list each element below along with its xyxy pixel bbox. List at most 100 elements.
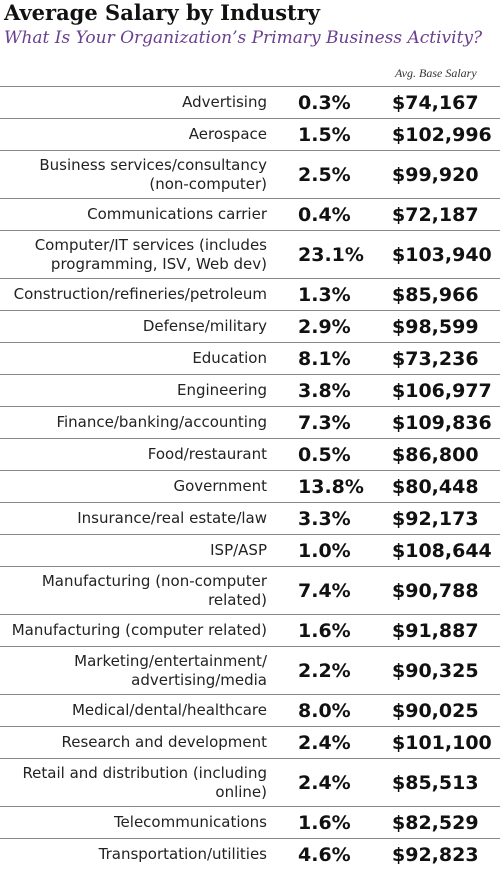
industry-line: Advertising bbox=[182, 93, 267, 111]
industry-line: Retail and distribution (including bbox=[22, 763, 267, 782]
table-row: Advertising 0.3% $74,167 bbox=[0, 86, 500, 118]
percent-cell: 0.4% bbox=[298, 203, 351, 226]
table-row: Communications carrier 0.4% $72,187 bbox=[0, 198, 500, 230]
salary-cell: $82,529 bbox=[392, 811, 479, 834]
percent-cell: 2.2% bbox=[298, 659, 351, 682]
salary-cell: $106,977 bbox=[392, 379, 492, 402]
industry-cell: Medical/dental/healthcare bbox=[72, 695, 267, 726]
percent-cell: 1.5% bbox=[298, 123, 351, 146]
industry-cell: Aerospace bbox=[189, 119, 267, 150]
industry-line: ISP/ASP bbox=[210, 541, 267, 559]
industry-line: online) bbox=[215, 782, 267, 801]
industry-line: Transportation/utilities bbox=[98, 845, 267, 863]
industry-line: Medical/dental/healthcare bbox=[71, 701, 267, 719]
table-row: Manufacturing (computer related) 1.6% $91,… bbox=[0, 614, 500, 646]
salary-cell: $74,167 bbox=[392, 91, 479, 114]
salary-cell: $90,788 bbox=[392, 579, 479, 602]
salary-cell: $92,173 bbox=[392, 507, 479, 530]
salary-cell: $91,887 bbox=[392, 619, 479, 642]
salary-cell: $92,823 bbox=[392, 843, 479, 866]
industry-line: Research and development bbox=[61, 733, 267, 751]
table-row: Food/restaurant 0.5% $86,800 bbox=[0, 438, 500, 470]
table-row: Defense/military 2.9% $98,599 bbox=[0, 310, 500, 342]
industry-line: programming, ISV, Web dev) bbox=[50, 254, 267, 273]
salary-cell: $90,025 bbox=[392, 699, 479, 722]
industry-line: (non-computer) bbox=[149, 174, 267, 193]
table-row: Insurance/real estate/law 3.3% $92,173 bbox=[0, 502, 500, 534]
percent-cell: 13.8% bbox=[298, 475, 364, 498]
industry-cell: Education bbox=[192, 343, 267, 374]
industry-line: Aerospace bbox=[188, 125, 267, 143]
salary-cell: $103,940 bbox=[392, 243, 492, 266]
percent-cell: 7.3% bbox=[298, 411, 351, 434]
table-row: Medical/dental/healthcare 8.0% $90,025 bbox=[0, 694, 500, 726]
table-row: Research and development 2.4% $101,100 bbox=[0, 726, 500, 758]
percent-cell: 0.5% bbox=[298, 443, 351, 466]
industry-cell: Finance/banking/accounting bbox=[56, 407, 267, 438]
percent-cell: 1.6% bbox=[298, 619, 351, 642]
industry-cell: Telecommunications bbox=[114, 807, 267, 838]
salary-cell: $108,644 bbox=[392, 539, 492, 562]
percent-cell: 7.4% bbox=[298, 579, 351, 602]
table-row: Marketing/entertainment/advertising/medi… bbox=[0, 646, 500, 694]
salary-cell: $98,599 bbox=[392, 315, 479, 338]
industry-line: advertising/media bbox=[131, 670, 267, 689]
column-label: Avg. Base Salary bbox=[395, 66, 477, 80]
table-row: Engineering 3.8% $106,977 bbox=[0, 374, 500, 406]
industry-cell: Defense/military bbox=[143, 311, 267, 342]
industry-cell: Government bbox=[173, 471, 267, 502]
salary-cell: $72,187 bbox=[392, 203, 479, 226]
industry-cell: Construction/refineries/petroleum bbox=[14, 279, 267, 310]
percent-cell: 2.5% bbox=[298, 163, 351, 186]
industry-line: Computer/IT services (includes bbox=[34, 235, 267, 254]
table-row: Business services/consultancy (non-comput… bbox=[0, 150, 500, 198]
salary-cell: $101,100 bbox=[392, 731, 492, 754]
industry-line: Marketing/entertainment/ bbox=[74, 651, 267, 670]
salary-cell: $85,966 bbox=[392, 283, 479, 306]
industry-line: Finance/banking/accounting bbox=[56, 413, 267, 431]
table-row: Finance/banking/accounting 7.3% $109,836 bbox=[0, 406, 500, 438]
industry-cell: Business services/consultancy (non-comput… bbox=[39, 151, 267, 198]
table-row: Telecommunications 1.6% $82,529 bbox=[0, 806, 500, 838]
percent-cell: 3.3% bbox=[298, 507, 351, 530]
percent-cell: 1.6% bbox=[298, 811, 351, 834]
percent-cell: 8.0% bbox=[298, 699, 351, 722]
subtitle: What Is Your Organization’s Primary Busi… bbox=[4, 28, 483, 48]
percent-cell: 0.3% bbox=[298, 91, 351, 114]
industry-cell: Manufacturing (computer related) bbox=[12, 615, 267, 646]
salary-cell: $73,236 bbox=[392, 347, 479, 370]
industry-cell: Research and development bbox=[61, 727, 267, 758]
industry-cell: Engineering bbox=[177, 375, 267, 406]
industry-cell: Computer/IT services (includes programmin… bbox=[35, 231, 267, 278]
percent-cell: 8.1% bbox=[298, 347, 351, 370]
table-row: Construction/refineries/petroleum 1.3% $85… bbox=[0, 278, 500, 310]
percent-cell: 4.6% bbox=[298, 843, 351, 866]
percent-cell: 2.4% bbox=[298, 731, 351, 754]
salary-cell: $109,836 bbox=[392, 411, 492, 434]
percent-cell: 23.1% bbox=[298, 243, 364, 266]
industry-cell: Retail and distribution (including online… bbox=[22, 759, 267, 806]
salary-cell: $80,448 bbox=[392, 475, 479, 498]
industry-line: Construction/refineries/petroleum bbox=[13, 285, 267, 303]
table-row: Transportation/utilities 4.6% $92,823 bbox=[0, 838, 500, 869]
table-row: Retail and distribution (including online… bbox=[0, 758, 500, 806]
percent-cell: 1.0% bbox=[298, 539, 351, 562]
industry-line: Insurance/real estate/law bbox=[77, 509, 267, 527]
industry-cell: Advertising bbox=[182, 87, 267, 118]
industry-line: related) bbox=[208, 590, 267, 609]
salary-cell: $102,996 bbox=[392, 123, 492, 146]
title: Average Salary by Industry bbox=[4, 0, 320, 25]
industry-cell: Food/restaurant bbox=[148, 439, 267, 470]
salary-cell: $90,325 bbox=[392, 659, 479, 682]
percent-cell: 1.3% bbox=[298, 283, 351, 306]
industry-cell: Insurance/real estate/law bbox=[77, 503, 267, 534]
table-row: Government 13.8% $80,448 bbox=[0, 470, 500, 502]
percent-cell: 3.8% bbox=[298, 379, 351, 402]
salary-cell: $99,920 bbox=[392, 163, 479, 186]
percent-cell: 2.9% bbox=[298, 315, 351, 338]
industry-cell: Communications carrier bbox=[87, 199, 267, 230]
industry-line: Manufacturing (non-computer bbox=[41, 571, 267, 590]
industry-line: Food/restaurant bbox=[147, 445, 267, 463]
industry-line: Manufacturing (computer related) bbox=[11, 621, 267, 639]
